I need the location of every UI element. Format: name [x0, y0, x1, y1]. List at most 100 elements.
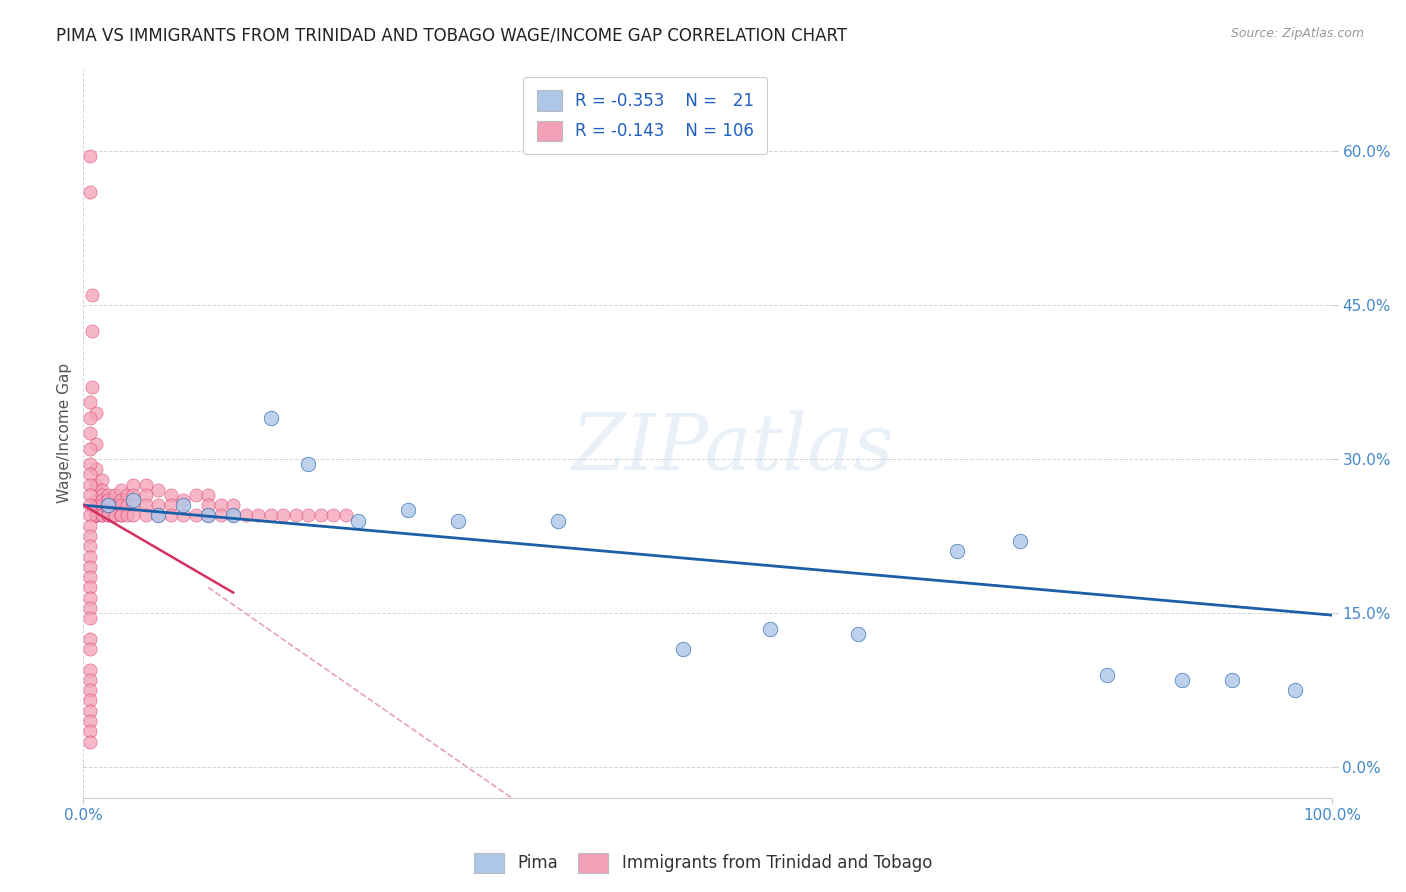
Point [79, 518, 101, 533]
Point [79, 714, 101, 728]
Point [79, 642, 101, 657]
Point [209, 508, 232, 523]
Point [84, 508, 107, 523]
Point [447, 514, 470, 528]
Legend: Pima, Immigrants from Trinidad and Tobago: Pima, Immigrants from Trinidad and Tobag… [467, 847, 939, 880]
Point [247, 508, 270, 523]
Point [79, 704, 101, 718]
Point [946, 544, 969, 558]
Point [159, 488, 181, 502]
Point [135, 508, 157, 523]
Point [79, 549, 101, 564]
Point [79, 673, 101, 687]
Point [79, 426, 101, 441]
Point [84, 498, 107, 512]
Point [79, 724, 101, 739]
Point [172, 508, 194, 523]
Point [148, 498, 170, 512]
Point [84, 508, 107, 523]
Point [197, 498, 219, 512]
Point [79, 488, 101, 502]
Point [79, 442, 101, 456]
Point [79, 395, 101, 409]
Point [122, 477, 145, 491]
Point [97, 498, 120, 512]
Point [197, 508, 219, 523]
Point [79, 693, 101, 707]
Point [122, 493, 145, 508]
Point [97, 503, 120, 517]
Point [103, 508, 125, 523]
Point [80, 324, 103, 338]
Point [322, 508, 344, 523]
Point [846, 626, 869, 640]
Point [184, 488, 207, 502]
Point [97, 498, 120, 512]
Point [91, 473, 114, 487]
Point [271, 508, 294, 523]
Legend: R = -0.353    N =   21, R = -0.143    N = 106: R = -0.353 N = 21, R = -0.143 N = 106 [523, 77, 768, 154]
Point [1008, 534, 1031, 549]
Point [103, 508, 125, 523]
Point [79, 410, 101, 425]
Point [235, 508, 257, 523]
Point [79, 601, 101, 615]
Point [1097, 667, 1119, 681]
Point [80, 287, 103, 301]
Point [79, 632, 101, 646]
Point [396, 503, 419, 517]
Point [84, 493, 107, 508]
Point [79, 149, 101, 163]
Point [347, 514, 370, 528]
Point [172, 498, 194, 512]
Point [79, 457, 101, 471]
Point [84, 508, 107, 523]
Point [759, 622, 782, 636]
Point [79, 734, 101, 748]
Point [84, 508, 107, 523]
Point [197, 508, 219, 523]
Point [115, 498, 138, 512]
Point [122, 488, 145, 502]
Point [84, 508, 107, 523]
Point [148, 508, 170, 523]
Point [135, 477, 157, 491]
Text: ZIPatlas: ZIPatlas [571, 409, 894, 486]
Point [209, 498, 232, 512]
Point [84, 503, 107, 517]
Point [110, 483, 132, 497]
Point [79, 529, 101, 543]
Point [115, 488, 138, 502]
Point [84, 436, 107, 450]
Point [672, 642, 695, 657]
Point [91, 483, 114, 497]
Point [122, 498, 145, 512]
Point [110, 508, 132, 523]
Point [79, 591, 101, 605]
Point [97, 488, 120, 502]
Point [110, 498, 132, 512]
Point [84, 406, 107, 420]
Point [110, 508, 132, 523]
Point [259, 410, 281, 425]
Point [159, 508, 181, 523]
Point [297, 457, 319, 471]
Point [222, 508, 245, 523]
Point [79, 683, 101, 698]
Point [172, 493, 194, 508]
Point [148, 508, 170, 523]
Point [80, 380, 103, 394]
Point [309, 508, 332, 523]
Point [222, 508, 245, 523]
Point [84, 462, 107, 476]
Point [1220, 673, 1243, 687]
Point [148, 483, 170, 497]
Point [159, 498, 181, 512]
Point [122, 508, 145, 523]
Point [103, 488, 125, 502]
Point [91, 498, 114, 512]
Point [91, 508, 114, 523]
Point [135, 488, 157, 502]
Point [79, 508, 101, 523]
Point [91, 493, 114, 508]
